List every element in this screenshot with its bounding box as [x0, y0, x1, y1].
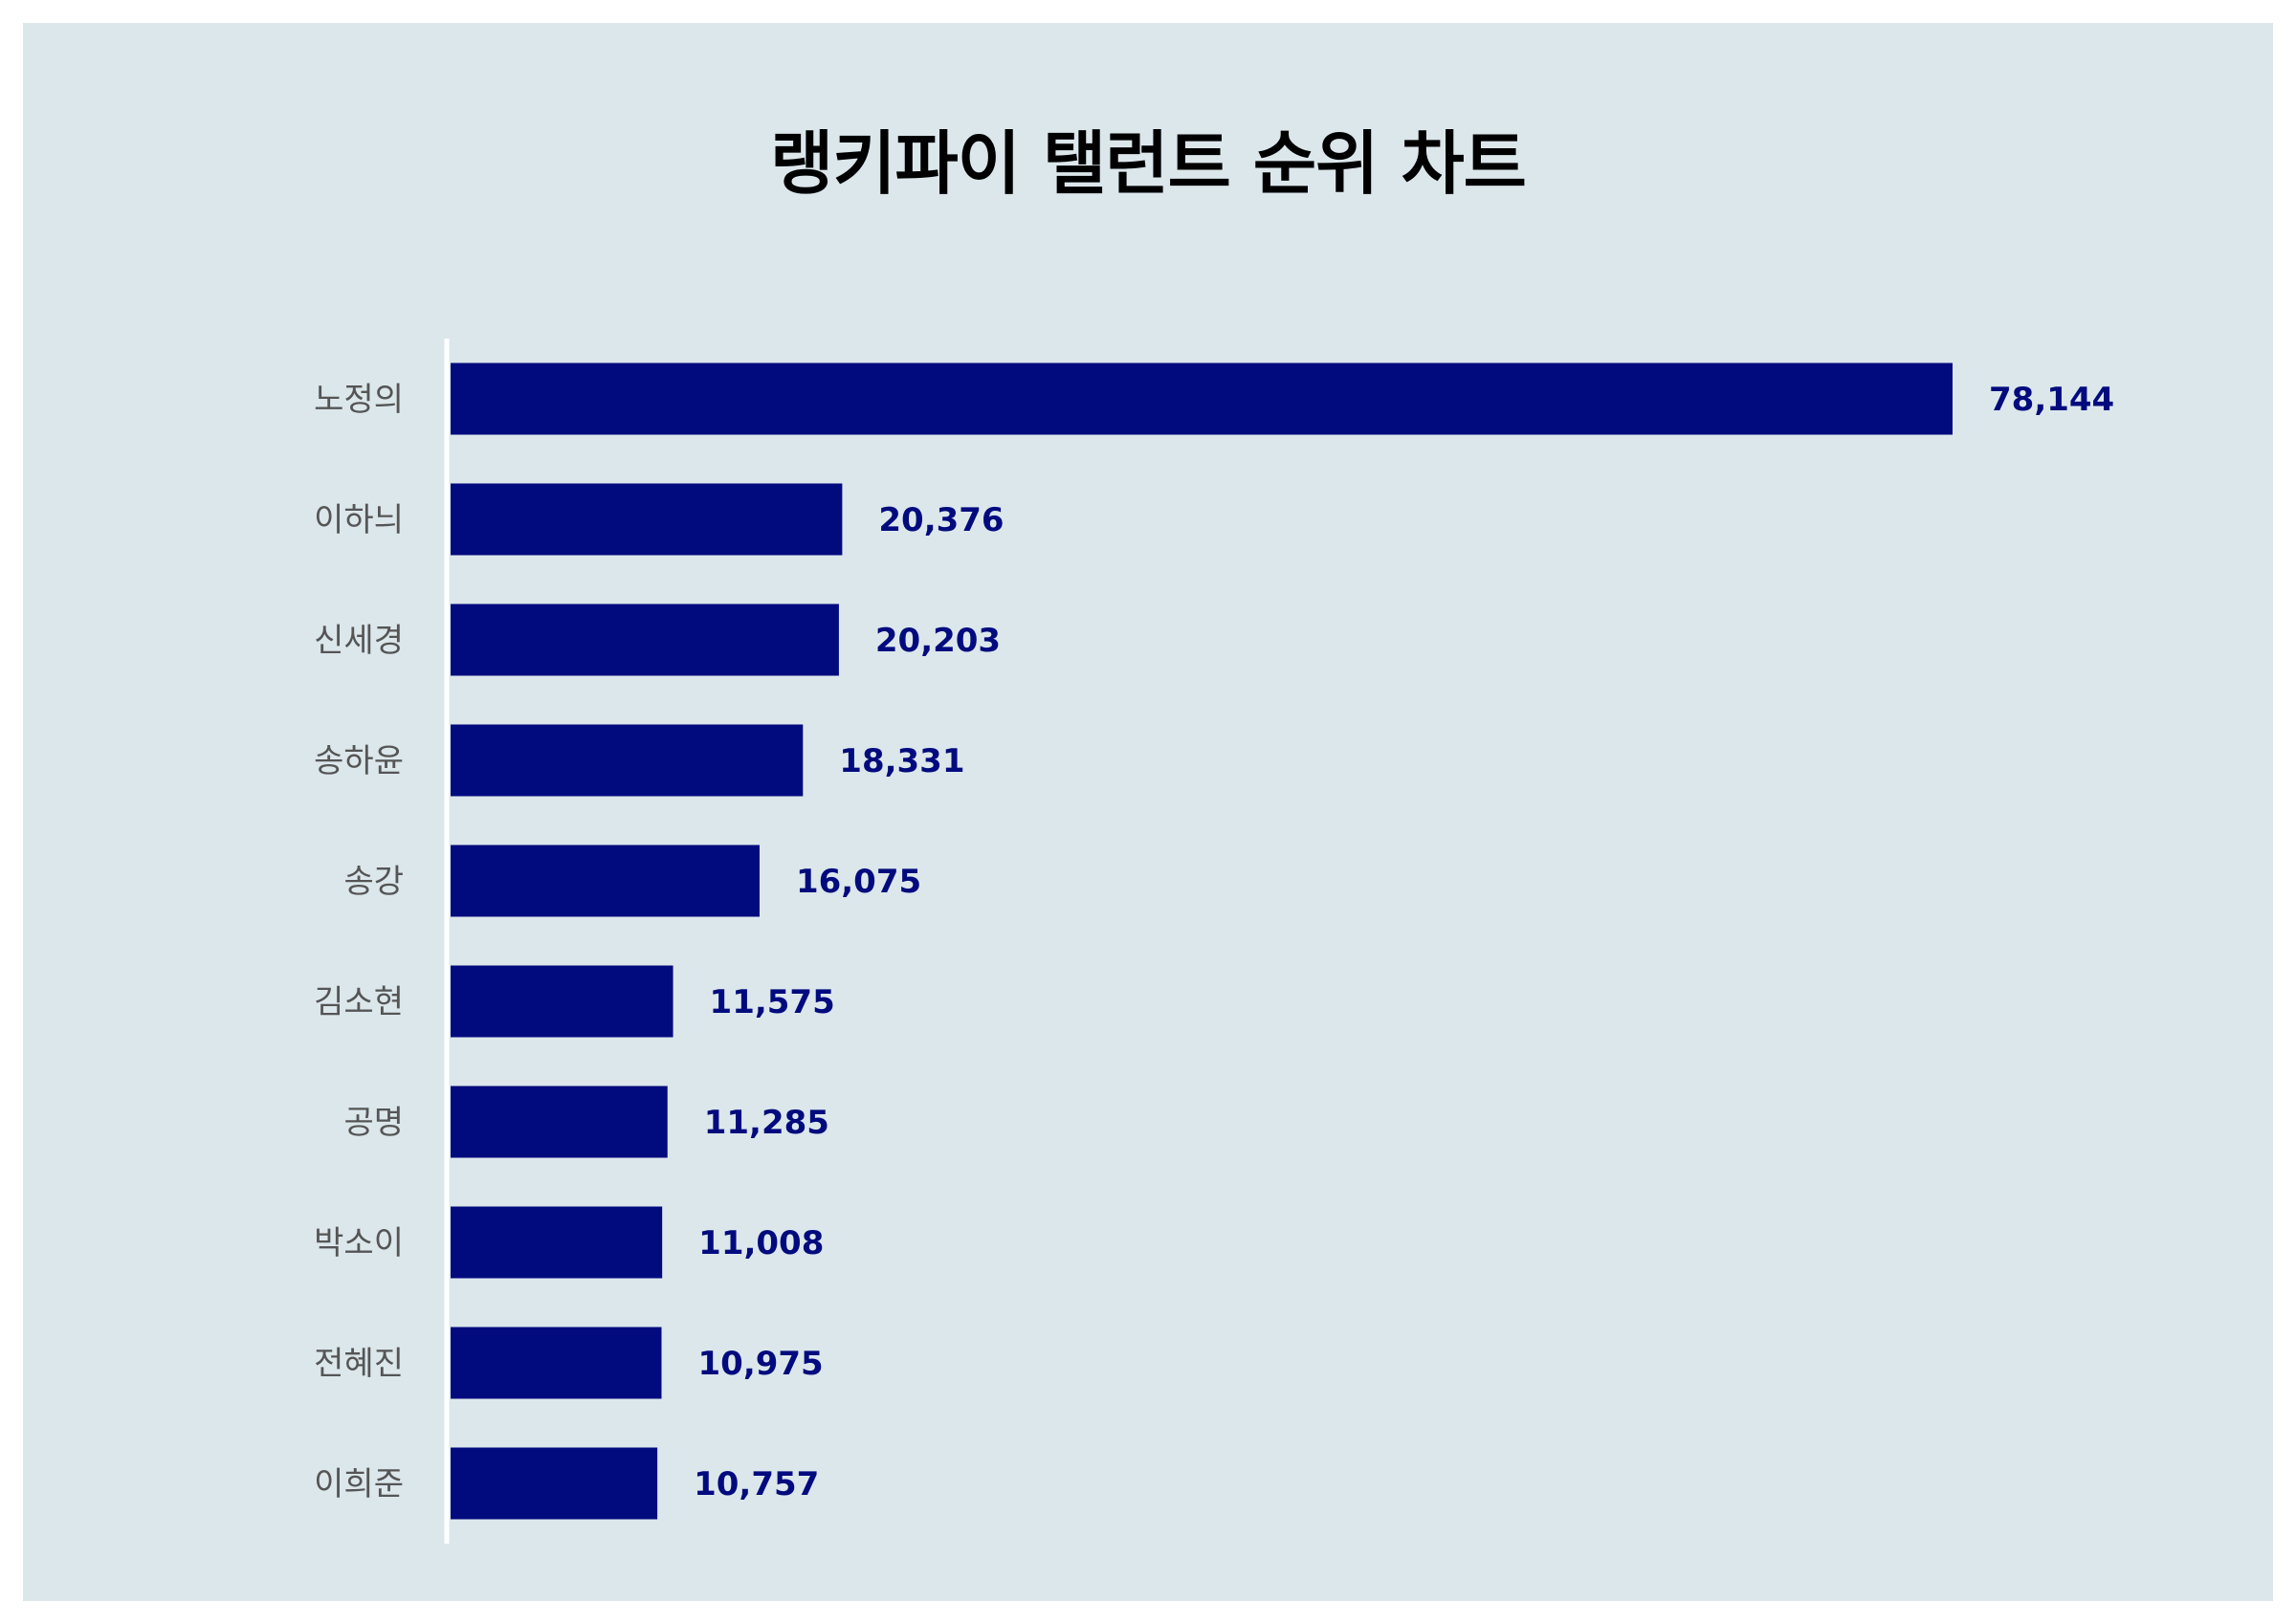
value-label-10: 10,757 [694, 1465, 819, 1503]
category-label-1: 노정의 [314, 381, 404, 419]
value-label-3: 20,203 [875, 622, 1001, 660]
value-label-7: 11,285 [704, 1104, 829, 1142]
value-label-4: 18,331 [839, 742, 964, 780]
bar-9 [451, 1327, 662, 1399]
bar-10 [451, 1447, 658, 1520]
category-label-9: 전혜진 [314, 1345, 404, 1383]
category-label-6: 김소현 [314, 983, 404, 1021]
bar-6 [451, 965, 673, 1038]
bar-7 [451, 1086, 668, 1158]
chart-title: 랭키파이 탤런트 순위 차트 [770, 123, 1527, 204]
bar-1 [451, 362, 1953, 435]
value-label-8: 11,008 [698, 1224, 824, 1262]
bar-5 [451, 845, 760, 917]
category-label-3: 신세경 [314, 622, 404, 660]
category-label-10: 이희준 [314, 1465, 404, 1503]
bar-3 [451, 604, 839, 676]
category-label-8: 박소이 [314, 1224, 404, 1262]
category-label-2: 이하늬 [314, 501, 404, 539]
category-label-5: 송강 [343, 863, 404, 901]
value-label-1: 78,144 [1989, 381, 2114, 419]
value-label-6: 11,575 [710, 983, 835, 1021]
bar-4 [451, 724, 804, 797]
category-label-4: 송하윤 [314, 742, 404, 780]
value-label-9: 10,975 [698, 1345, 824, 1383]
value-label-2: 20,376 [878, 501, 1004, 539]
value-label-5: 16,075 [796, 863, 921, 901]
bar-2 [451, 483, 843, 556]
category-label-7: 공명 [343, 1104, 404, 1142]
bar-8 [451, 1206, 663, 1279]
chart-background [23, 23, 2273, 1601]
